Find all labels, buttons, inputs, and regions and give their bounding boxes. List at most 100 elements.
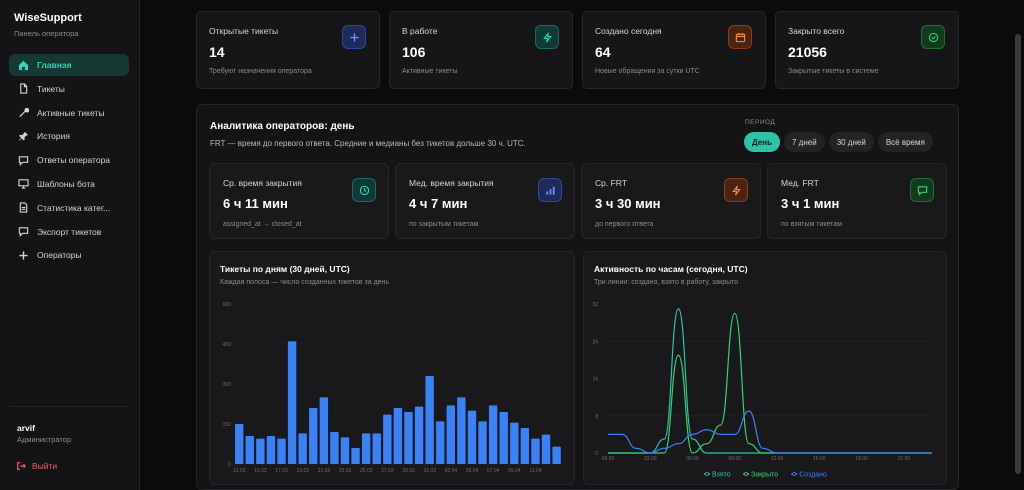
y-tick-label: 32 xyxy=(592,302,598,308)
monitor-icon xyxy=(17,178,29,190)
y-tick-label: 450 xyxy=(223,342,232,348)
bar[interactable] xyxy=(404,412,413,464)
sidebar-item-label: Операторы xyxy=(37,250,82,261)
sidebar-item-label: Главная xyxy=(37,60,72,70)
bar[interactable] xyxy=(510,422,519,464)
bar[interactable] xyxy=(351,448,360,464)
stat-subtitle: Закрытые тикеты в системе xyxy=(788,68,879,75)
document-icon xyxy=(17,202,29,214)
chart-subtitle: Каждая полоса — число созданных тикетов … xyxy=(220,279,390,286)
kpi-label: Ср. время закрытия xyxy=(223,178,302,188)
bar[interactable] xyxy=(467,410,477,464)
stat-subtitle: Новые обращения за сутки UTC xyxy=(595,68,700,75)
bar[interactable] xyxy=(361,433,371,464)
logout-button[interactable]: Выйти xyxy=(16,461,57,471)
sidebar-item-7[interactable]: Экспорт тикетов xyxy=(9,221,129,243)
y-tick-label: 0 xyxy=(595,451,598,457)
line-chart-svg: 0 8 16 24 32 00:00 03:00 06:00 09:00 12:00 15:00 18… xyxy=(592,302,932,479)
bolt-icon xyxy=(724,178,748,202)
sidebar-item-8[interactable]: Операторы xyxy=(9,244,129,266)
bar[interactable] xyxy=(414,406,424,464)
daily-tickets-chart: Тикеты по дням (30 дней, UTC) Каждая пол… xyxy=(209,251,575,485)
sidebar-item-4[interactable]: Ответы оператора xyxy=(9,149,129,171)
kpi-value: 6 ч 11 мин xyxy=(223,196,288,211)
y-tick-label: 16 xyxy=(592,377,598,383)
x-tick-label: 17.03 xyxy=(275,468,288,474)
bar[interactable] xyxy=(319,397,329,464)
bar[interactable] xyxy=(287,341,297,464)
kpi-subtitle: по закрытым тикетам xyxy=(409,221,479,228)
x-tick-label: 19.03 xyxy=(297,468,310,474)
sidebar-item-3[interactable]: История xyxy=(9,125,129,147)
bar[interactable] xyxy=(457,397,466,464)
x-tick-label: 16.03 xyxy=(254,468,267,474)
bar[interactable] xyxy=(256,438,265,464)
x-tick-label: 23.03 xyxy=(339,468,352,474)
bar[interactable] xyxy=(340,437,350,464)
chat-icon xyxy=(17,154,29,166)
check-circle-icon xyxy=(921,25,945,49)
sidebar-item-0[interactable]: Главная xyxy=(9,54,129,76)
sidebar-item-label: История xyxy=(37,131,70,142)
bar[interactable] xyxy=(309,408,318,464)
series-line[interactable] xyxy=(607,410,932,454)
x-tick-label: 29.03 xyxy=(402,468,415,474)
bar[interactable] xyxy=(520,428,530,464)
period-button[interactable]: 30 дней xyxy=(828,132,874,152)
chart-title: Тикеты по дням (30 дней, UTC) xyxy=(220,264,350,274)
stat-value: 14 xyxy=(209,44,225,60)
series-line[interactable] xyxy=(608,308,932,454)
bar[interactable] xyxy=(541,434,551,464)
sidebar-item-label: Статистика катег... xyxy=(37,202,111,213)
pin-icon xyxy=(17,130,29,142)
kpi-card: Мед. время закрытия 4 ч 7 мин по закрытым … xyxy=(395,163,575,239)
sidebar-item-2[interactable]: Активные тикеты xyxy=(9,102,129,124)
user-name: arvif xyxy=(17,423,35,433)
period-button[interactable]: День xyxy=(744,132,780,152)
period-selector: День 7 дней 30 дней Всё время xyxy=(744,132,933,152)
operator-analytics-panel: Аналитика операторов: день FRT — время д… xyxy=(196,104,959,490)
calendar-icon xyxy=(728,25,752,49)
bar[interactable] xyxy=(393,408,403,464)
bar[interactable] xyxy=(446,405,455,464)
x-tick-label: 13.03 xyxy=(233,468,246,474)
bar[interactable] xyxy=(277,438,286,464)
bar[interactable] xyxy=(488,405,498,464)
file-icon xyxy=(17,83,29,95)
bar[interactable] xyxy=(298,433,307,464)
bar[interactable] xyxy=(425,376,434,464)
bar-chart-icon xyxy=(538,178,562,202)
legend-label: Создано xyxy=(799,472,827,479)
bar[interactable] xyxy=(330,432,339,464)
bar[interactable] xyxy=(235,424,244,464)
stat-value: 21056 xyxy=(788,44,827,60)
sidebar-item-label: Ответы оператора xyxy=(37,155,111,166)
sidebar-item-label: Шаблоны бота xyxy=(37,178,95,189)
kpi-value: 4 ч 7 мин xyxy=(409,196,468,211)
bar[interactable] xyxy=(478,421,487,464)
sidebar-item-5[interactable]: Шаблоны бота xyxy=(9,173,129,195)
sidebar-item-label: Экспорт тикетов xyxy=(37,226,102,237)
analytics-subtitle: FRT — время до первого ответа. Средние и… xyxy=(210,139,526,148)
bar[interactable] xyxy=(436,421,445,464)
bar[interactable] xyxy=(552,446,561,464)
wrench-icon xyxy=(17,107,29,119)
bar[interactable] xyxy=(266,436,276,464)
legend-label: Взято xyxy=(712,472,731,479)
y-tick-label: 24 xyxy=(592,339,598,345)
period-button[interactable]: 7 дней xyxy=(784,132,825,152)
sidebar-item-6[interactable]: Статистика катег... xyxy=(9,197,129,219)
kpi-subtitle: по взятым тикетам xyxy=(781,221,843,228)
period-button[interactable]: Всё время xyxy=(877,132,933,152)
y-tick-label: 150 xyxy=(223,422,232,428)
bar[interactable] xyxy=(372,433,381,464)
x-tick-label: 09:00 xyxy=(729,456,742,462)
series-line[interactable] xyxy=(608,312,932,454)
x-tick-label: 07.04 xyxy=(487,468,500,474)
bar[interactable] xyxy=(383,414,392,464)
page-scrollbar[interactable] xyxy=(1015,34,1021,474)
sidebar-item-1[interactable]: Тикеты xyxy=(9,78,129,100)
bar[interactable] xyxy=(531,438,540,464)
bar[interactable] xyxy=(245,436,254,464)
bar[interactable] xyxy=(499,412,508,464)
